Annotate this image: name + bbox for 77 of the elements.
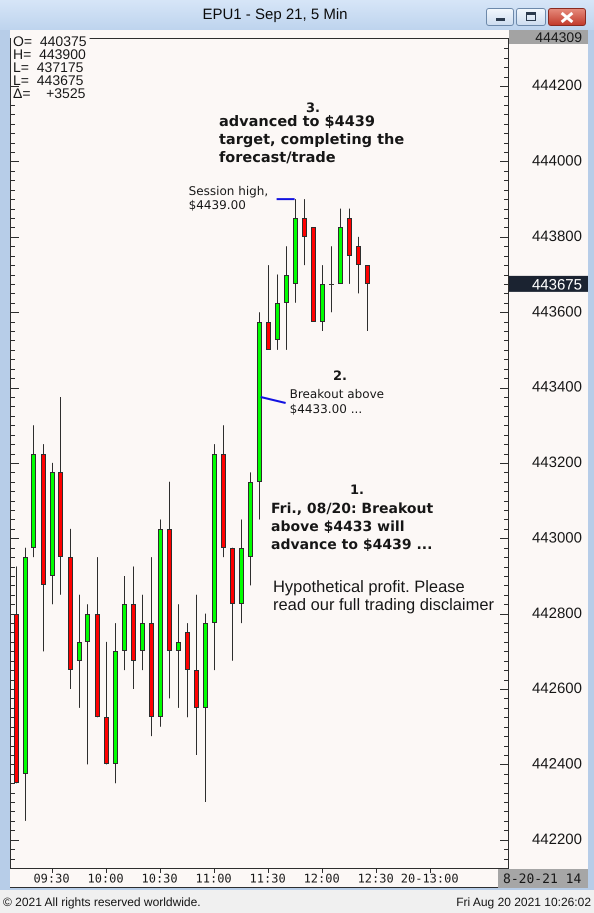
annotation: 3. <box>306 101 320 116</box>
candlestick <box>320 264 325 332</box>
y-tick-label: 442800 <box>532 604 582 622</box>
candlestick <box>239 518 244 624</box>
candlestick <box>23 547 28 822</box>
candlestick <box>365 264 370 332</box>
candlestick <box>31 424 36 558</box>
candlestick <box>104 641 109 765</box>
candlestick <box>113 622 118 784</box>
x-tick-label: 10:30 <box>141 871 178 886</box>
y-tick-label: 443200 <box>532 454 582 472</box>
candlestick <box>302 198 307 266</box>
annotation: Session high, $4439.00 <box>188 184 268 212</box>
candlestick <box>230 547 235 662</box>
x-tick-label: 11:30 <box>250 871 286 886</box>
text: 8-20-21 14 <box>503 872 582 887</box>
candlestick <box>50 462 55 605</box>
annotation: H= 443900 <box>13 46 86 62</box>
candlestick <box>131 566 136 690</box>
annotation: O= 440375 <box>13 33 87 49</box>
annotation: advanced to $4439 target, completing the forecast/trade <box>219 114 404 166</box>
y-tick-label: 444000 <box>532 152 582 170</box>
y-tick-label: 443000 <box>532 529 582 546</box>
candlestick <box>311 227 316 322</box>
text: 443675 <box>532 276 582 294</box>
candlestick <box>347 208 352 284</box>
candlestick <box>95 556 100 718</box>
candlestick <box>329 246 334 313</box>
candlestick <box>58 396 63 596</box>
y-tick-label: 443400 <box>532 378 582 396</box>
candlestick <box>257 312 262 520</box>
candlestick <box>158 518 163 728</box>
y-tick-label: 442200 <box>532 830 582 848</box>
x-tick-label: 12:30 <box>358 871 394 886</box>
candlestick <box>176 604 181 708</box>
x-tick-label: 20-13:00 <box>400 871 459 886</box>
y-tick-label: 443600 <box>532 303 582 320</box>
candlestick <box>185 622 190 718</box>
candlestick <box>248 472 253 586</box>
y-tick-label: 442400 <box>532 756 582 773</box>
annotation: Hypothetical profit. Please read our full trading disclaimer <box>273 578 495 614</box>
candlestick <box>85 604 90 765</box>
candlestick <box>122 575 127 671</box>
x-tick-label: 12:00 <box>304 871 340 886</box>
candlestick <box>167 481 172 699</box>
candlestick <box>356 236 361 294</box>
annotation: Breakout above $4433.00 ... <box>290 386 384 416</box>
annotation: L= 443675 <box>13 72 84 88</box>
candlestick <box>140 594 145 671</box>
chart-title: EPU1 - Sep 21, 5 Min <box>201 6 349 24</box>
text: © 2021 All rights reserved worldwide. <box>3 895 201 909</box>
annotation: 2. <box>333 369 347 384</box>
candlestick <box>41 444 46 652</box>
y-tick-label: 443800 <box>532 228 582 245</box>
candlestick <box>284 246 289 350</box>
candlestick <box>149 556 154 737</box>
x-tick-label: 09:30 <box>33 871 70 886</box>
candlestick <box>77 594 82 708</box>
text: Fri Aug 20 2021 10:26:02 <box>456 895 591 909</box>
x-tick-label: 10:00 <box>87 871 124 886</box>
annotation: Δ= +3525 <box>13 85 86 101</box>
candlestick <box>266 264 271 350</box>
candlestick <box>338 208 343 284</box>
y-tick-label: 442600 <box>532 680 582 698</box>
annotation: L= 437175 <box>13 59 84 75</box>
candlestick <box>212 444 217 671</box>
candlestick <box>203 613 208 803</box>
candlestick <box>68 528 73 690</box>
x-tick-label: 11:00 <box>196 871 232 886</box>
candlestick <box>221 424 226 558</box>
y-tick-label: 444200 <box>532 77 582 94</box>
candlestick <box>194 594 199 756</box>
annotation: 1. <box>350 483 364 498</box>
candlestick <box>275 274 280 350</box>
candlestick <box>293 198 298 304</box>
text: 444309 <box>535 29 582 45</box>
annotation: Fri., 08/20: Breakout above $4433 will advance to $4439 ... <box>271 501 434 553</box>
